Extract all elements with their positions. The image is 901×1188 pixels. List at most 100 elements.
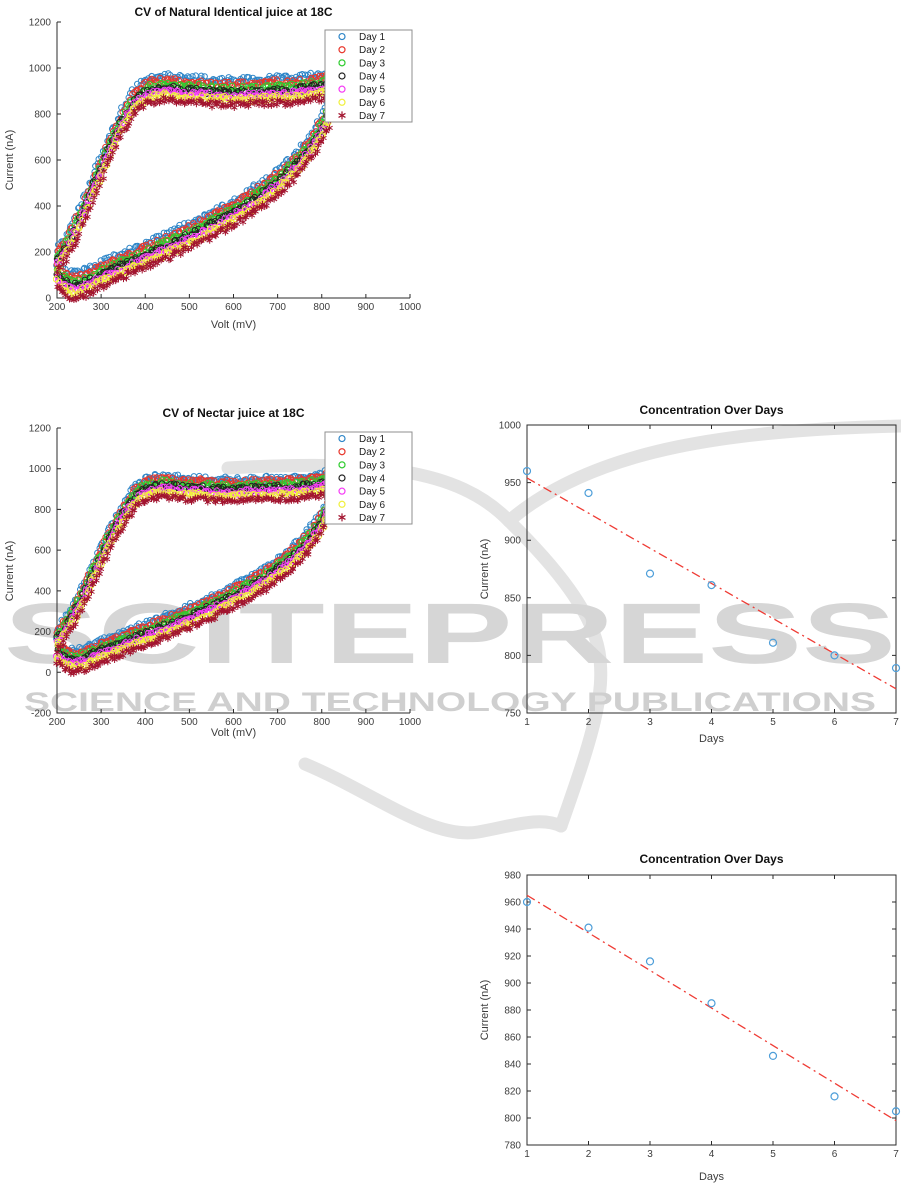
cv-nectar-svg: 200 300 400 500 600 700 800 900 1000 -200 0 200 400 6… [4, 406, 422, 739]
x-axis-label: Volt (mV) [211, 319, 256, 331]
y-tick-label: 940 [504, 925, 521, 936]
data-point [830, 651, 839, 660]
legend-label: Day 5 [359, 487, 386, 498]
y-tick-label: 1200 [29, 424, 52, 435]
legend-marker [338, 461, 346, 469]
x-tick-label: 600 [225, 302, 242, 313]
data-layer [53, 30, 363, 303]
legend: Day 1 Day 2 Day 3 Day 4 Day 5 Day 6 Day 7 [324, 29, 413, 123]
legend-label: Day 4 [359, 72, 386, 83]
x-tick-label: 6 [832, 1149, 838, 1160]
legend-marker [338, 111, 346, 120]
y-tick-label: 800 [34, 505, 51, 516]
axes [526, 874, 897, 1146]
y-tick-label: 0 [45, 294, 51, 305]
watermark-swoosh [221, 419, 901, 840]
trend-line [526, 477, 897, 690]
legend-label: Day 3 [359, 58, 386, 69]
tick-marks [526, 424, 897, 714]
y-axis-label: Current (nA) [4, 130, 16, 191]
data-point [584, 923, 593, 932]
x-tick-label: 900 [358, 302, 375, 313]
x-tick-label: 400 [137, 717, 154, 728]
y-tick-label: 800 [504, 1114, 521, 1125]
cv-natural-svg: 200 300 400 500 600 700 800 900 1000020040060080… [4, 5, 422, 331]
legend-label: Day 2 [359, 447, 386, 458]
x-tick-label: 4 [709, 1149, 715, 1160]
y-tick-label: 1000 [29, 464, 52, 475]
x-tick-label: 2 [586, 1149, 592, 1160]
data-point [707, 581, 716, 590]
data-point [584, 488, 593, 498]
legend-marker [338, 85, 346, 93]
legend-label: Day 6 [359, 98, 386, 109]
legend-marker [338, 448, 346, 456]
legend-marker [338, 98, 346, 106]
legend-label: Day 6 [359, 500, 386, 511]
tick-labels: 200 300 400 500 600 700 800 900 1000 -200 0 200 400 6… [29, 424, 422, 729]
axes [56, 427, 411, 714]
tick-labels: 200 300 400 500 600 700 800 900 1000020040060080… [29, 18, 422, 314]
data-point [891, 1107, 901, 1116]
y-axis-label: Current (nA) [480, 539, 491, 600]
x-tick-label: 500 [181, 302, 198, 313]
x-axis-label: Days [699, 1171, 725, 1183]
y-tick-label: 600 [34, 546, 51, 557]
x-tick-label: 800 [313, 717, 330, 728]
legend-label: Day 7 [359, 513, 386, 524]
legend-marker [338, 46, 346, 54]
series-day-2 [53, 33, 363, 282]
x-axis-label: Volt (mV) [211, 727, 256, 739]
y-tick-label: 400 [34, 202, 51, 213]
x-tick-label: 6 [832, 717, 838, 728]
y-tick-label: 750 [504, 709, 521, 720]
legend-marker [338, 72, 346, 80]
y-tick-label: 1200 [29, 18, 52, 29]
y-axis-label: Current (nA) [4, 541, 16, 602]
data-point [523, 466, 532, 476]
y-axis-label: Current (nA) [480, 980, 491, 1041]
y-tick-label: 600 [34, 156, 51, 167]
legend-label: Day 5 [359, 85, 386, 96]
tick-marks [526, 874, 897, 1146]
x-tick-label: 7 [893, 1149, 899, 1160]
legend-label: Day 1 [359, 434, 386, 445]
y-tick-label: 820 [504, 1087, 521, 1098]
legend-marker [338, 487, 346, 495]
y-tick-label: 960 [504, 898, 521, 909]
legend-marker [338, 59, 346, 67]
plot-title: CV of Natural Identical juice at 18C [134, 5, 332, 19]
trend-line [526, 894, 897, 1122]
y-tick-label: 200 [34, 248, 51, 259]
x-tick-label: 400 [137, 302, 154, 313]
x-tick-label: 700 [269, 717, 286, 728]
y-tick-label: 400 [34, 586, 51, 597]
data-point [707, 999, 716, 1008]
cv-natural-chart: 200 300 400 500 600 700 800 900 1000 0 200 400 600 80… [0, 0, 450, 345]
legend-marker [338, 513, 346, 522]
x-tick-label: 7 [893, 717, 899, 728]
legend-marker [338, 32, 346, 41]
data-point [768, 638, 778, 647]
x-tick-label: 1000 [399, 302, 422, 313]
data-point [768, 1051, 778, 1060]
legend-marker [338, 474, 346, 482]
watermark-text-sub: SCIENCE AND TECHNOLOGY PUBLICATIONS [24, 687, 876, 717]
x-tick-label: 4 [709, 717, 715, 728]
plot-title: Concentration Over Days [639, 852, 783, 866]
data-layer [523, 894, 901, 1122]
y-tick-label: 800 [34, 110, 51, 121]
y-tick-label: 1000 [499, 421, 522, 432]
legend-label: Day 3 [359, 460, 386, 471]
x-tick-label: 5 [770, 1149, 776, 1160]
legend-label: Day 1 [359, 32, 386, 43]
concentration-chart-1: 1 2 3 4 5 6 7 750 800 850 900 950 1000 Concentration … [479, 395, 901, 750]
x-tick-label: 700 [269, 302, 286, 313]
data-point [891, 663, 901, 673]
x-tick-label: 900 [358, 717, 375, 728]
x-tick-label: 600 [225, 717, 242, 728]
data-layer [523, 466, 901, 690]
data-point [830, 1092, 839, 1101]
x-tick-label: 300 [93, 717, 110, 728]
